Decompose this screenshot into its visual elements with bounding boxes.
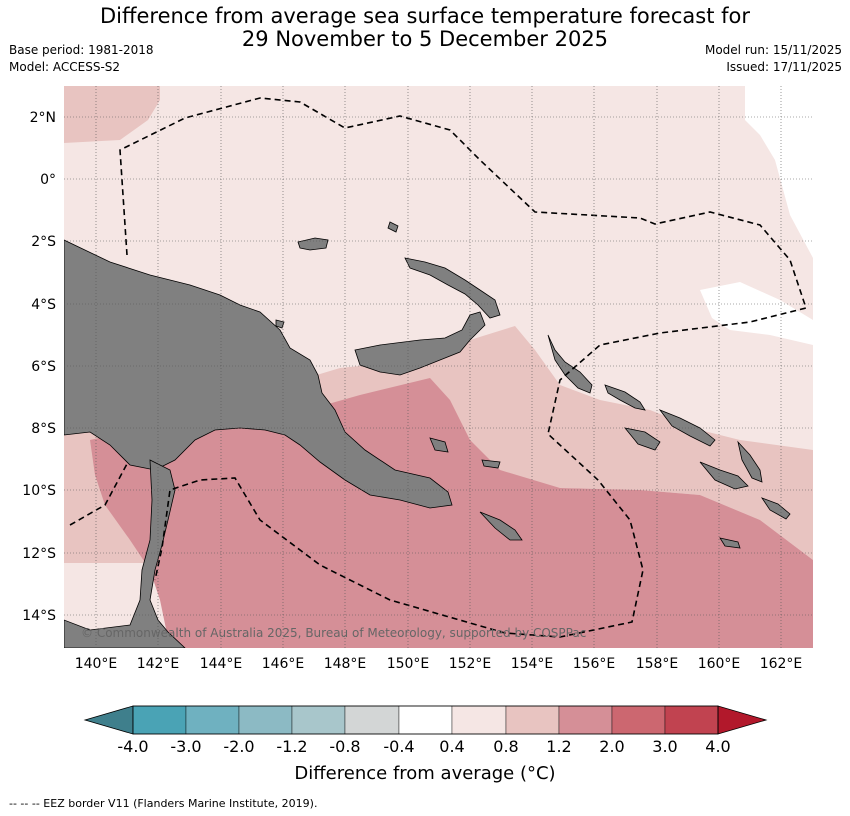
base-period: Base period: 1981-2018 xyxy=(9,43,154,57)
colorbar: -4.0 -3.0 -2.0 -1.2 -0.8 -0.4 0.4 0.8 1.2 2.0 3.0 4… xyxy=(83,705,768,756)
colorbar-segment xyxy=(132,705,187,735)
small-island-1 xyxy=(387,221,399,233)
manus-island xyxy=(297,237,329,251)
lon-label: 144°E xyxy=(200,656,243,672)
new-ireland-island xyxy=(404,257,501,319)
graticule xyxy=(64,86,813,648)
lat-label: 2°N xyxy=(30,110,56,126)
colorbar-segment xyxy=(505,705,560,735)
colorbar-extend-high xyxy=(717,705,768,735)
lat-label: 2°S xyxy=(31,234,56,250)
rennell-island xyxy=(719,537,741,549)
colorbar-segment xyxy=(185,705,240,735)
choiseul-island xyxy=(604,384,646,411)
eez-border-west xyxy=(69,461,129,526)
malaita-island xyxy=(737,440,763,483)
bougainville-island xyxy=(547,334,593,394)
lat-label: 12°S xyxy=(22,546,56,562)
chart-title-line1: Difference from average sea surface temp… xyxy=(100,4,750,28)
issued-date: Issued: 17/11/2025 xyxy=(726,60,842,74)
lon-label: 140°E xyxy=(75,656,118,672)
lat-label: 6°S xyxy=(31,359,56,375)
colorbar-tick-label: 0.8 xyxy=(493,737,518,756)
neutral-region-east-small xyxy=(700,282,813,345)
colorbar-tick-label: 0.4 xyxy=(439,737,464,756)
colorbar-tick-label: -0.4 xyxy=(383,737,414,756)
colorbar-segment xyxy=(664,705,719,735)
lon-label: 156°E xyxy=(573,656,616,672)
trobriand-island xyxy=(481,459,501,469)
colorbar-tick-label: -4.0 xyxy=(117,737,148,756)
colorbar-label: Difference from average (°C) xyxy=(294,763,556,784)
colorbar-tick-label: -0.8 xyxy=(329,737,360,756)
meta-right: Model run: 15/11/2025 Issued: 17/11/2025 xyxy=(705,42,842,76)
eez-footnote: -- -- -- EEZ border V11 (Flanders Marine… xyxy=(9,797,318,810)
colorbar-segment xyxy=(398,705,453,735)
model-name: Model: ACCESS-S2 xyxy=(9,60,121,74)
colorbar-tick-label: -2.0 xyxy=(223,737,254,756)
lon-label: 152°E xyxy=(449,656,492,672)
colorbar-tick-label: 1.2 xyxy=(546,737,571,756)
dentrecasteaux-island xyxy=(429,437,449,453)
guadalcanal-island xyxy=(699,461,749,490)
copyright-notice: © Commonwealth of Australia 2025, Bureau… xyxy=(81,626,586,640)
lat-label: 0° xyxy=(40,172,56,188)
colorbar-segment xyxy=(558,705,613,735)
colorbar-tick-label: -1.2 xyxy=(276,737,307,756)
lon-label: 142°E xyxy=(137,656,180,672)
new-guinea-landmass xyxy=(64,239,453,509)
lat-label: 4°S xyxy=(31,297,56,313)
neutral-region-east xyxy=(745,86,813,258)
lat-label: 10°S xyxy=(22,483,56,499)
anomaly-region-1.2-2.0 xyxy=(90,378,813,648)
new-britain-island xyxy=(354,311,486,376)
colorbar-segment xyxy=(611,705,666,735)
lon-label: 154°E xyxy=(511,656,554,672)
colorbar-tick-label: -3.0 xyxy=(170,737,201,756)
model-run: Model run: 15/11/2025 xyxy=(704,43,842,57)
lon-label: 148°E xyxy=(324,656,367,672)
colorbar-segment xyxy=(238,705,293,735)
new-georgia-island xyxy=(623,427,661,451)
colorbar-segment xyxy=(451,705,507,735)
lat-label: 14°S xyxy=(22,608,56,624)
colorbar-segment xyxy=(291,705,346,735)
latitude-labels: 2°N 0° 2°S 4°S 6°S 8°S 10°S 12°S 14°S xyxy=(22,110,56,624)
colorbar-tick-label: 2.0 xyxy=(599,737,624,756)
lon-label: 162°E xyxy=(760,656,803,672)
santa-isabel-island xyxy=(658,409,716,447)
chart-title-line2: 29 November to 5 December 2025 xyxy=(241,27,609,51)
colorbar-extend-low xyxy=(83,705,134,735)
lat-label: 8°S xyxy=(31,421,56,437)
lon-label: 158°E xyxy=(636,656,679,672)
meta-left: Base period: 1981-2018 Model: ACCESS-S2 xyxy=(9,42,154,76)
makira-island xyxy=(760,497,791,520)
lon-label: 146°E xyxy=(262,656,305,672)
map-plot-area: © Commonwealth of Australia 2025, Bureau… xyxy=(64,86,813,648)
lon-label: 150°E xyxy=(387,656,430,672)
colorbar-tick-label: 3.0 xyxy=(652,737,677,756)
cape-york-landmass xyxy=(64,459,186,648)
louisiade-islands xyxy=(479,511,523,541)
small-island-2 xyxy=(275,319,285,329)
colorbar-segment xyxy=(344,705,400,735)
anomaly-region-nw xyxy=(64,86,160,143)
eez-border xyxy=(119,97,808,638)
colorbar-outline xyxy=(132,705,719,735)
colorbar-tick-label: 4.0 xyxy=(705,737,730,756)
longitude-labels: 140°E 142°E 144°E 146°E 148°E 150°E 152°E 154°E… xyxy=(75,656,803,672)
lon-label: 160°E xyxy=(698,656,741,672)
